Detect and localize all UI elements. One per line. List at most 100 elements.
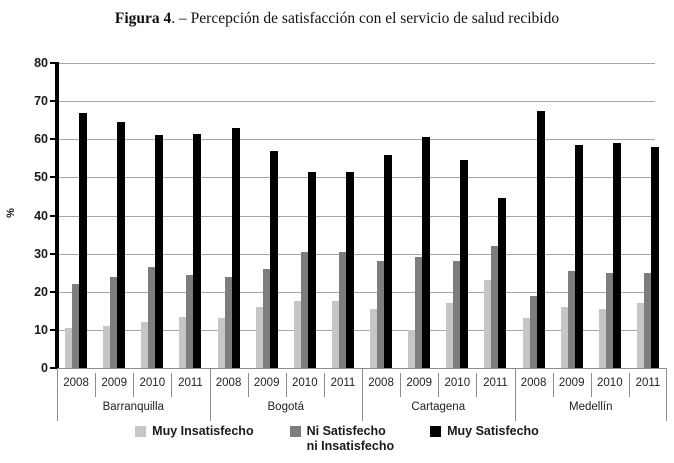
legend-label-muy-satisfecho: Muy Satisfecho <box>447 424 539 439</box>
year-label: 2010 <box>444 377 471 389</box>
bar-ni-satisfecho-ni-insatisfecho-bogot-2009 <box>262 268 270 368</box>
bar-muy-satisfecho-medell-n-2011 <box>650 146 659 368</box>
figure-title-text: . – Percepción de satisfacción con el se… <box>171 10 560 27</box>
year-separator-line <box>286 373 287 397</box>
bar-ni-satisfecho-ni-insatisfecho-cartagena-2009 <box>415 257 423 368</box>
year-label: 2008 <box>520 377 547 389</box>
bar-group-cartagena-2009 <box>400 63 438 368</box>
year-label: 2008 <box>63 377 89 389</box>
bar-ni-satisfecho-ni-insatisfecho-cartagena-2011 <box>491 246 499 368</box>
legend-item-muy-insatisfecho: Muy Insatisfecho <box>135 424 254 454</box>
bar-muy-satisfecho-barranquilla-2011 <box>193 133 202 368</box>
group-separator-line <box>362 369 363 421</box>
y-axis-tick <box>50 215 56 217</box>
x-axis-table: 2008 2009 2010 2011 2008 2009 2010 2011 2008 2009… <box>57 368 667 421</box>
legend-item-ni-satisfecho-ni-insatisfecho: Ni Satisfecho ni Insatisfecho <box>289 424 394 454</box>
y-axis-tick <box>50 100 56 102</box>
figure-title-number: Figura 4 <box>114 10 172 27</box>
bar-ni-satisfecho-ni-insatisfecho-barranquilla-2011 <box>186 274 194 368</box>
year-label: 2009 <box>558 377 585 389</box>
gridline-50 <box>59 177 655 178</box>
bar-ni-satisfecho-ni-insatisfecho-barranquilla-2009 <box>110 276 118 368</box>
year-label: 2008 <box>215 377 242 389</box>
bar-muy-satisfecho-bogot-2009 <box>269 150 278 368</box>
group-separator-line <box>57 369 58 421</box>
city-label-barranquilla: Barranquilla <box>102 401 164 413</box>
bar-group-bogot-2010 <box>286 63 324 368</box>
city-label-medell-n: Medellín <box>569 401 613 413</box>
y-axis-tick <box>50 253 56 255</box>
bar-group-bogot-2011 <box>324 63 362 368</box>
gridline-40 <box>59 216 655 217</box>
bar-muy-satisfecho-bogot-2008 <box>231 127 240 368</box>
bar-group-bogot-2008 <box>210 63 248 368</box>
y-axis-tick-label: 20 <box>34 285 48 299</box>
bar-muy-insatisfecho-bogot-2008 <box>217 318 225 368</box>
legend-swatch-muy-insatisfecho <box>135 426 147 437</box>
year-separator-line <box>248 373 249 397</box>
bar-muy-satisfecho-bogot-2010 <box>307 171 316 368</box>
bar-ni-satisfecho-ni-insatisfecho-medell-n-2010 <box>605 272 613 368</box>
year-separator-line <box>171 373 172 397</box>
group-separator-line <box>515 369 516 421</box>
figure-title: Figura 4. – Percepción de satisfacción c… <box>0 10 674 28</box>
bar-muy-insatisfecho-medell-n-2010 <box>598 308 606 368</box>
bar-muy-insatisfecho-barranquilla-2010 <box>141 322 149 368</box>
year-label: 2009 <box>253 377 280 389</box>
y-axis-tick <box>50 367 56 369</box>
city-label-cartagena: Cartagena <box>411 401 466 413</box>
group-separator-line <box>666 369 667 421</box>
bar-muy-satisfecho-cartagena-2011 <box>498 198 507 368</box>
year-label: 2011 <box>178 377 203 389</box>
year-separator-line <box>629 373 630 397</box>
bar-ni-satisfecho-ni-insatisfecho-bogot-2008 <box>224 276 232 368</box>
bar-ni-satisfecho-ni-insatisfecho-medell-n-2009 <box>567 270 575 368</box>
bar-group-cartagena-2011 <box>476 63 514 368</box>
bar-ni-satisfecho-ni-insatisfecho-bogot-2011 <box>338 251 346 368</box>
y-axis-tick <box>50 329 56 331</box>
bar-ni-satisfecho-ni-insatisfecho-cartagena-2010 <box>453 261 461 368</box>
bar-muy-satisfecho-barranquilla-2008 <box>79 112 88 368</box>
y-axis-tick <box>50 176 56 178</box>
y-axis-tick-label: 10 <box>34 323 48 337</box>
bar-muy-satisfecho-medell-n-2008 <box>536 110 545 368</box>
year-separator-line <box>324 373 325 397</box>
group-separator-line <box>210 369 211 421</box>
bar-muy-satisfecho-bogot-2011 <box>345 171 354 368</box>
y-axis-tick-label: 60 <box>34 132 48 146</box>
gridline-60 <box>59 139 655 140</box>
bar-muy-insatisfecho-bogot-2010 <box>293 301 301 368</box>
bar-muy-satisfecho-barranquilla-2010 <box>155 135 164 368</box>
bar-group-cartagena-2010 <box>438 63 476 368</box>
year-separator-line <box>553 373 554 397</box>
legend-label-line: Muy Satisfecho <box>447 424 539 438</box>
bar-group-medell-n-2009 <box>553 63 591 368</box>
bar-muy-insatisfecho-bogot-2009 <box>255 307 263 368</box>
gridline-10 <box>59 330 655 331</box>
bar-muy-satisfecho-cartagena-2008 <box>384 154 393 368</box>
bar-group-medell-n-2008 <box>515 63 553 368</box>
year-label: 2010 <box>292 377 318 389</box>
y-axis-tick <box>50 62 56 64</box>
legend-swatch-ni-satisfecho-ni-insatisfecho <box>289 426 301 437</box>
bar-muy-satisfecho-cartagena-2009 <box>422 137 431 368</box>
bar-group-barranquilla-2010 <box>133 63 171 368</box>
y-axis-tick <box>50 138 56 140</box>
year-label: 2009 <box>406 377 432 389</box>
gridline-30 <box>59 254 655 255</box>
bar-muy-insatisfecho-barranquilla-2011 <box>179 316 187 368</box>
y-axis-tick-label: 30 <box>34 247 48 261</box>
bar-muy-insatisfecho-cartagena-2008 <box>370 308 378 368</box>
bar-ni-satisfecho-ni-insatisfecho-barranquilla-2010 <box>148 267 156 368</box>
city-label-bogot: Bogotá <box>267 401 304 413</box>
legend-label-muy-insatisfecho: Muy Insatisfecho <box>152 424 253 439</box>
bar-muy-insatisfecho-bogot-2011 <box>331 301 339 368</box>
chart-legend: Muy Insatisfecho Ni Satisfecho ni Insatisf… <box>0 424 674 454</box>
year-separator-line <box>476 373 477 397</box>
bar-ni-satisfecho-ni-insatisfecho-medell-n-2008 <box>529 295 537 368</box>
bars-area <box>57 63 667 368</box>
bar-muy-insatisfecho-medell-n-2008 <box>522 318 530 368</box>
year-separator-line <box>438 373 439 397</box>
bar-group-medell-n-2011 <box>629 63 667 368</box>
